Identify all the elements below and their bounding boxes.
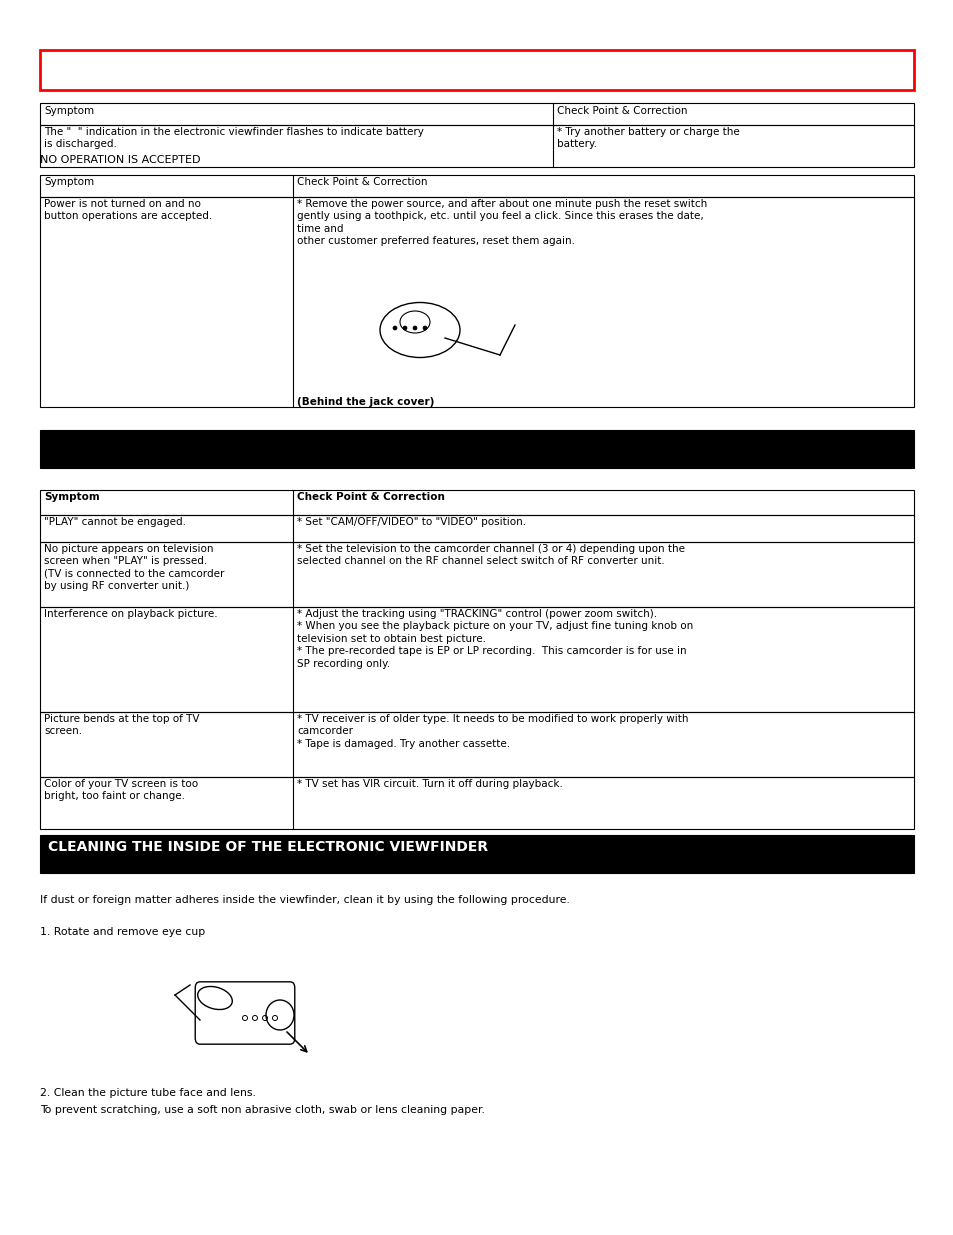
Text: If dust or foreign matter adheres inside the viewfinder, clean it by using the f: If dust or foreign matter adheres inside… [40,895,569,905]
Text: "PLAY" cannot be engaged.: "PLAY" cannot be engaged. [44,517,186,527]
Bar [40,606,913,713]
Bar [40,49,913,90]
Text: * Set "CAM/OFF/VIDEO" to "VIDEO" position.: * Set "CAM/OFF/VIDEO" to "VIDEO" positio… [296,517,525,527]
Text: * Try another battery or charge the
battery.: * Try another battery or charge the batt… [557,127,739,149]
Text: * TV receiver is of older type. It needs to be modified to work properly with
ca: * TV receiver is of older type. It needs… [296,714,688,748]
Text: Symptom: Symptom [44,492,100,501]
Text: * TV set has VIR circuit. Turn it off during playback.: * TV set has VIR circuit. Turn it off du… [296,779,562,789]
Text: 1. Rotate and remove eye cup: 1. Rotate and remove eye cup [40,927,205,937]
Bar [40,713,913,777]
Text: The "  " indication in the electronic viewfinder flashes to indicate battery
is : The " " indication in the electronic vie… [44,127,423,149]
Text: Interference on playback picture.: Interference on playback picture. [44,609,217,619]
Text: Check Point & Correction: Check Point & Correction [296,492,444,501]
Text: CLEANING THE INSIDE OF THE ELECTRONIC VIEWFINDER: CLEANING THE INSIDE OF THE ELECTRONIC VI… [48,840,488,853]
Bar [40,198,913,408]
Bar [40,515,913,542]
Text: Check Point & Correction: Check Point & Correction [557,106,687,116]
Bar [40,103,913,125]
Text: * Set the television to the camcorder channel (3 or 4) depending upon the
select: * Set the television to the camcorder ch… [296,543,684,567]
Text: No picture appears on television
screen when "PLAY" is pressed.
(TV is connected: No picture appears on television screen … [44,543,224,592]
Text: Color of your TV screen is too
bright, too faint or change.: Color of your TV screen is too bright, t… [44,779,198,802]
Bar [40,490,913,515]
Text: NO OPERATION IS ACCEPTED: NO OPERATION IS ACCEPTED [40,156,200,165]
Bar [40,835,913,873]
Bar [40,777,913,829]
Bar [40,430,913,468]
Text: Check Point & Correction: Check Point & Correction [296,177,427,186]
Text: * Remove the power source, and after about one minute push the reset switch
gent: * Remove the power source, and after abo… [296,199,706,246]
Text: * Adjust the tracking using "TRACKING" control (power zoom switch).
* When you s: * Adjust the tracking using "TRACKING" c… [296,609,693,668]
Bar [40,175,913,198]
Bar [40,542,913,606]
Text: Symptom: Symptom [44,177,94,186]
Text: Power is not turned on and no
button operations are accepted.: Power is not turned on and no button ope… [44,199,212,221]
Text: 2. Clean the picture tube face and lens.: 2. Clean the picture tube face and lens. [40,1088,255,1098]
Bar [40,125,913,167]
Text: Picture bends at the top of TV
screen.: Picture bends at the top of TV screen. [44,714,199,736]
Ellipse shape [413,326,416,330]
Text: To prevent scratching, use a soft non abrasive cloth, swab or lens cleaning pape: To prevent scratching, use a soft non ab… [40,1105,484,1115]
Text: Symptom: Symptom [44,106,94,116]
Ellipse shape [402,326,407,330]
Ellipse shape [422,326,427,330]
Ellipse shape [393,326,396,330]
Text: (Behind the jack cover): (Behind the jack cover) [296,396,434,408]
